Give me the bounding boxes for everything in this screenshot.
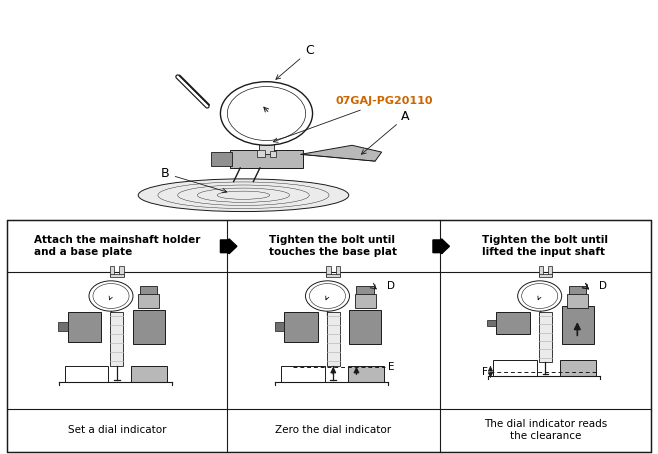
Bar [496, 312, 530, 334]
Bar [347, 366, 384, 382]
FancyArrow shape [433, 239, 449, 254]
Text: E: E [388, 362, 395, 372]
Bar [567, 294, 588, 308]
Bar [538, 266, 543, 276]
Text: D: D [387, 281, 395, 291]
Bar [270, 151, 276, 157]
Bar [68, 312, 101, 342]
Ellipse shape [138, 179, 349, 212]
Bar [494, 360, 537, 376]
Text: C: C [276, 44, 314, 79]
Bar [281, 366, 324, 382]
Bar [211, 152, 232, 166]
Text: Set a dial indicator: Set a dial indicator [68, 425, 166, 435]
Bar [357, 286, 374, 296]
Bar [539, 312, 552, 362]
Circle shape [522, 284, 558, 308]
Bar [355, 294, 376, 308]
Bar [138, 294, 159, 308]
Circle shape [93, 284, 129, 308]
Circle shape [309, 284, 345, 308]
Text: A: A [361, 110, 410, 154]
Bar [140, 286, 157, 296]
Bar [133, 310, 165, 344]
Bar [538, 274, 553, 277]
Bar [257, 150, 265, 157]
Text: F: F [482, 367, 488, 377]
Bar [569, 286, 586, 296]
Bar [349, 310, 382, 344]
Text: Tighten the bolt until
touches the base plat: Tighten the bolt until touches the base … [269, 236, 397, 257]
Polygon shape [301, 145, 382, 161]
Bar [487, 320, 496, 326]
Bar [327, 312, 340, 366]
Bar [255, 134, 278, 143]
Circle shape [220, 82, 313, 145]
Bar [326, 266, 331, 276]
Circle shape [518, 281, 562, 311]
Text: Zero the dial indicator: Zero the dial indicator [275, 425, 392, 435]
Circle shape [89, 281, 133, 311]
Text: The dial indicator reads
the clearance: The dial indicator reads the clearance [484, 419, 607, 441]
Bar [560, 360, 596, 376]
Bar [336, 266, 340, 276]
Bar [64, 366, 108, 382]
Text: 07GAJ-PG20110: 07GAJ-PG20110 [273, 96, 433, 142]
FancyArrow shape [220, 239, 237, 254]
Bar [7, 220, 651, 452]
Text: Attach the mainshaft holder
and a base plate: Attach the mainshaft holder and a base p… [34, 236, 200, 257]
Circle shape [305, 281, 349, 311]
Bar [131, 366, 167, 382]
Bar [259, 143, 274, 154]
Bar [326, 274, 340, 277]
Bar [548, 266, 553, 276]
Bar [230, 150, 303, 168]
Bar [562, 306, 594, 344]
Text: D: D [599, 281, 607, 291]
Bar [110, 274, 124, 277]
Bar [59, 322, 68, 331]
Bar [111, 312, 123, 366]
Text: Tighten the bolt until
lifted the input shaft: Tighten the bolt until lifted the input … [482, 236, 609, 257]
Bar [275, 322, 284, 331]
Bar [119, 266, 124, 276]
Text: B: B [161, 167, 227, 193]
Bar [110, 266, 114, 276]
Circle shape [228, 86, 305, 140]
Bar [284, 312, 318, 342]
